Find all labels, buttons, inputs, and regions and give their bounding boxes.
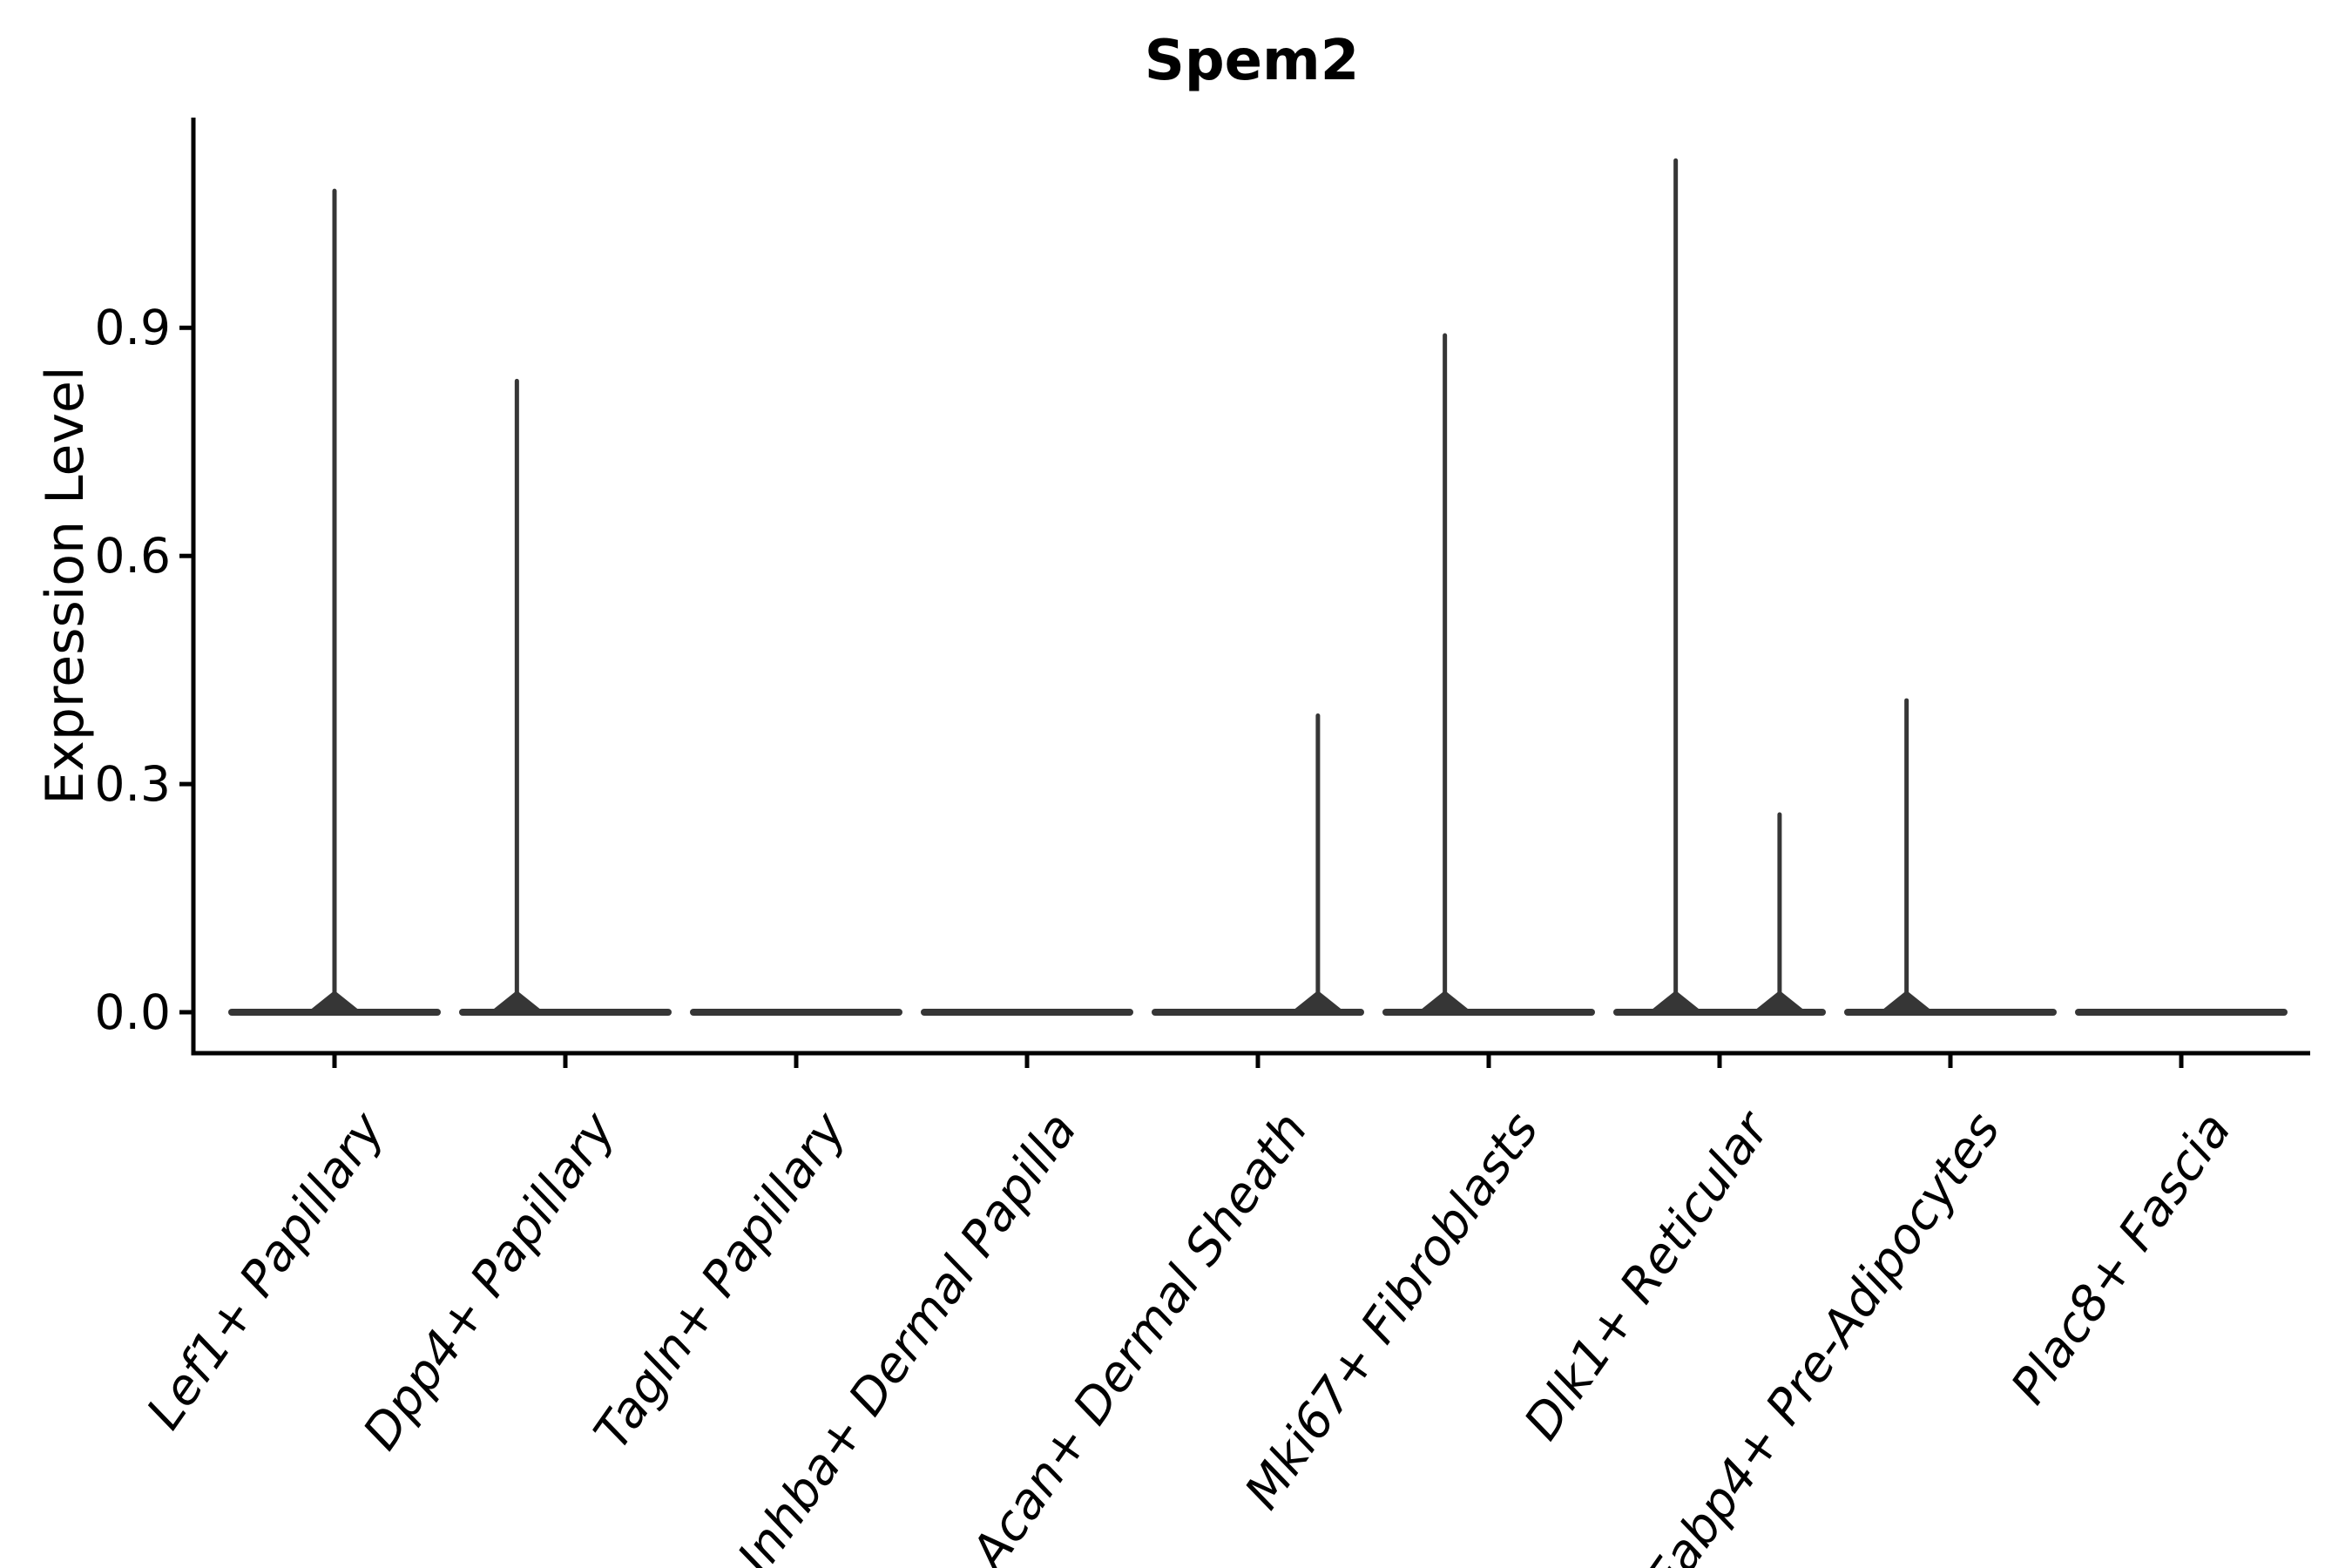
y-tick-label: 0.0 [94,984,171,1040]
y-axis-label: Expression Level [35,366,96,805]
violin-body [690,1009,902,1016]
violin-body [1844,1009,2057,1016]
violin-body [921,1009,1133,1016]
violin-body [1382,1009,1595,1016]
violin-body [2075,1009,2288,1016]
y-tick-label: 0.6 [94,528,171,585]
violin-body [459,1009,672,1016]
y-tick-label: 0.9 [94,300,171,356]
y-tick-label: 0.3 [94,756,171,813]
chart-title: Spem2 [1144,29,1360,93]
